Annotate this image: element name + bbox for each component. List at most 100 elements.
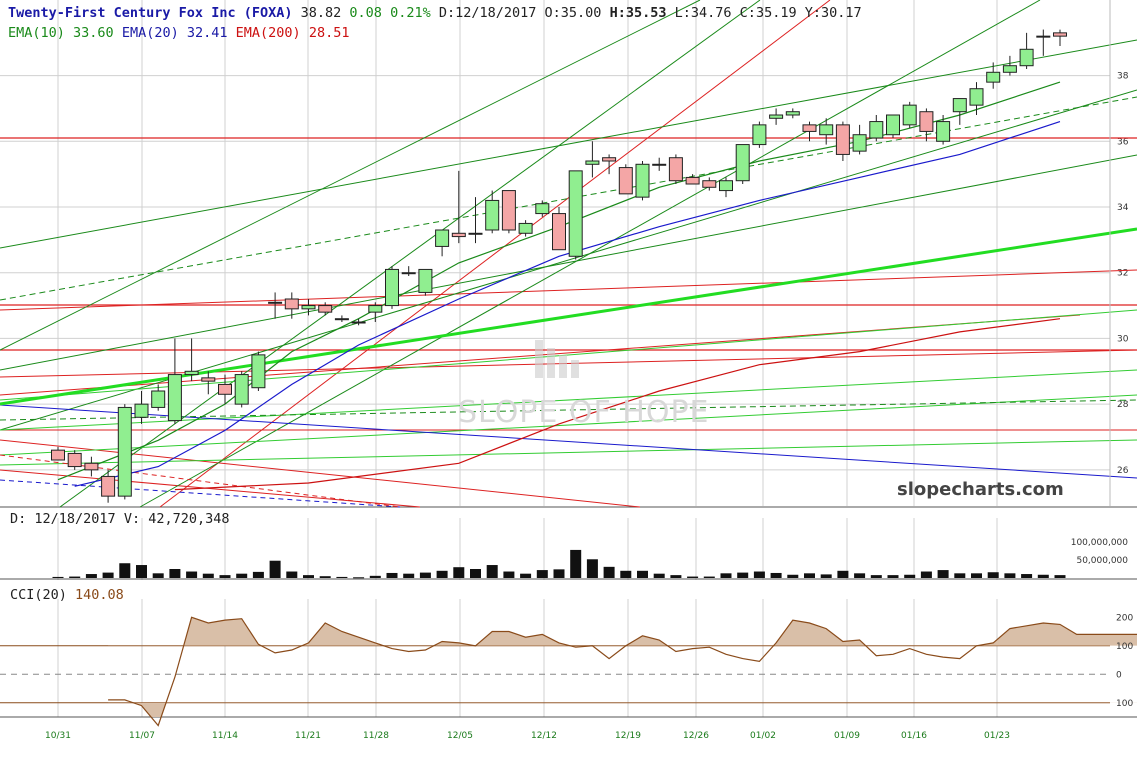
watermark: SLOPE OF HOPE [458, 395, 710, 430]
volume-bar [369, 575, 381, 578]
volume-bar [286, 571, 298, 578]
candle-body [635, 163, 650, 198]
x-tick-label: 10/31 [45, 731, 71, 741]
volume-bar [453, 567, 465, 578]
volume-v-label: V: [123, 511, 141, 527]
candle-body [652, 163, 667, 166]
cci-y-tick-label: 200 [1116, 613, 1133, 623]
volume-bar [236, 573, 248, 578]
volume-bar [436, 570, 448, 578]
candle-body [234, 374, 249, 405]
trendline [59, 0, 761, 508]
x-tick-label: 12/19 [615, 731, 641, 741]
candle-body [84, 462, 99, 471]
x-tick-label: 01/02 [750, 731, 776, 741]
volume-bar [553, 569, 565, 578]
close-label: C: [739, 5, 756, 21]
volume-bar [136, 565, 147, 578]
volume-bar [419, 572, 431, 578]
volume-bar [971, 573, 982, 578]
candle-body [1036, 35, 1051, 38]
candle-body [501, 190, 516, 231]
candle-body [134, 403, 149, 418]
x-tick-label: 11/14 [212, 731, 238, 741]
candle-body [785, 111, 800, 116]
y-label: Y: [804, 5, 821, 21]
price-y-tick-label: 36 [1117, 137, 1129, 147]
date-label: D: [438, 5, 456, 21]
volume-bar [787, 574, 799, 578]
candle-body [702, 180, 717, 188]
candle-body [869, 121, 884, 139]
high-value: 35.53 [625, 5, 667, 21]
close-value: 35.19 [755, 5, 797, 21]
ema20-value: 32.41 [186, 25, 228, 41]
watermark-bar [559, 355, 567, 378]
volume-bar [52, 576, 64, 578]
price-y-tick-label: 30 [1117, 334, 1129, 344]
price-y-tick-label: 28 [1117, 400, 1129, 410]
x-tick-label: 12/05 [447, 731, 473, 741]
x-tick-label: 12/12 [531, 731, 557, 741]
x-tick-label: 11/21 [295, 731, 321, 741]
candle-body [284, 298, 299, 310]
trendline [0, 369, 1137, 431]
volume-bar [920, 571, 932, 578]
volume-bar [954, 573, 966, 578]
candle-body [167, 374, 182, 422]
candle-body [819, 124, 834, 136]
volume-bar [202, 573, 214, 578]
volume-bar [520, 573, 532, 578]
volume-bar [620, 570, 632, 578]
volume-bar [403, 573, 415, 578]
ema10-value: 33.60 [73, 25, 114, 41]
candle-body [468, 232, 483, 235]
volume-bar [854, 573, 866, 578]
cci-fill-upper [108, 617, 1137, 646]
volume-bar [837, 570, 849, 578]
volume-bar [753, 571, 765, 578]
candle-body [735, 144, 750, 182]
candles-group [51, 29, 1067, 503]
y-value: 30.17 [820, 5, 862, 21]
candle-body [67, 452, 82, 468]
candle-body [1002, 65, 1017, 73]
watermark-bar [535, 340, 543, 378]
volume-bar [536, 570, 548, 578]
volume-bar [169, 569, 181, 578]
trendline [0, 154, 1137, 371]
ema200-label: EMA(200) [235, 25, 301, 41]
candle-body [602, 157, 617, 162]
candle-body [301, 305, 316, 310]
open-label: O: [544, 5, 561, 21]
trendline [0, 349, 1137, 378]
candle-body [435, 229, 450, 247]
volume-bar [503, 571, 515, 578]
candle-body [117, 406, 132, 497]
candle-body [852, 134, 867, 152]
candle-body [568, 170, 583, 257]
high-label: H: [609, 5, 626, 21]
price-header: Twenty-First Century Fox Inc (FOXA) 38.8… [8, 5, 862, 21]
candle-body [952, 98, 967, 113]
price-y-tick-label: 38 [1117, 72, 1129, 82]
trendline [0, 439, 1137, 466]
candle-body [936, 121, 951, 142]
volume-bar [637, 570, 648, 578]
volume-bar [904, 574, 916, 578]
candle-body [835, 124, 850, 155]
candle-body [101, 475, 116, 497]
volume-bar [303, 575, 314, 578]
cci-y-tick-label: 100 [1116, 642, 1133, 652]
x-tick-label: 11/07 [129, 731, 155, 741]
volume-bar [470, 569, 481, 578]
volume-bar [85, 574, 97, 578]
ema-legend: EMA(10) 33.60 EMA(20) 32.41 EMA(200) 28.… [8, 25, 349, 41]
candle-body [752, 124, 767, 146]
volume-bar [737, 572, 749, 578]
ema10-label: EMA(10) [8, 25, 65, 41]
volume-bar [1037, 574, 1049, 578]
candle-body [1019, 48, 1034, 67]
cci-label: CCI(20) [10, 587, 67, 603]
last-price: 38.82 [300, 5, 342, 21]
